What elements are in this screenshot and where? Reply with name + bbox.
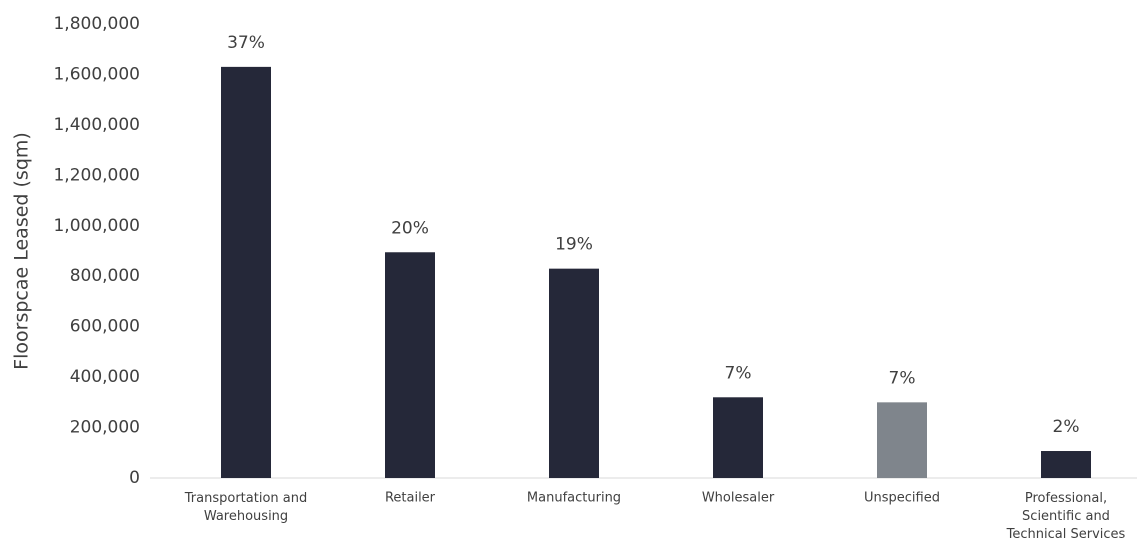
y-tick-label: 1,200,000 [53, 165, 140, 185]
share-label: 2% [1053, 417, 1080, 437]
bar [1041, 451, 1091, 478]
share-label: 7% [889, 368, 916, 388]
y-tick-label: 600,000 [70, 317, 140, 337]
bar [877, 402, 927, 478]
y-tick-label: 0 [129, 468, 140, 488]
y-tick-label: 1,600,000 [53, 64, 140, 84]
y-tick-label: 400,000 [70, 367, 140, 387]
x-tick-label: Manufacturing [527, 491, 621, 506]
bar [385, 252, 435, 478]
bar [221, 66, 271, 478]
bar [549, 268, 599, 478]
share-label: 19% [555, 235, 593, 255]
y-tick-label: 1,400,000 [53, 115, 140, 135]
x-tick-label: Professional, Scientific and Technical Ser… [1006, 491, 1126, 542]
y-tick-label: 1,800,000 [53, 14, 140, 34]
y-tick-label: 1,000,000 [53, 216, 140, 236]
y-tick-label: 800,000 [70, 266, 140, 286]
x-tick-label: Wholesaler [702, 491, 775, 506]
y-tick-label: 200,000 [70, 418, 140, 438]
x-tick-label: Transportation and Warehousing [184, 491, 307, 524]
share-label: 7% [725, 363, 752, 383]
bar [713, 397, 763, 478]
x-tick-label: Retailer [385, 491, 436, 506]
y-axis-title: Floorspcae Leased (sqm) [11, 132, 33, 370]
x-tick-label: Unspecified [864, 491, 940, 506]
share-label: 20% [391, 218, 429, 238]
share-label: 37% [227, 33, 265, 53]
